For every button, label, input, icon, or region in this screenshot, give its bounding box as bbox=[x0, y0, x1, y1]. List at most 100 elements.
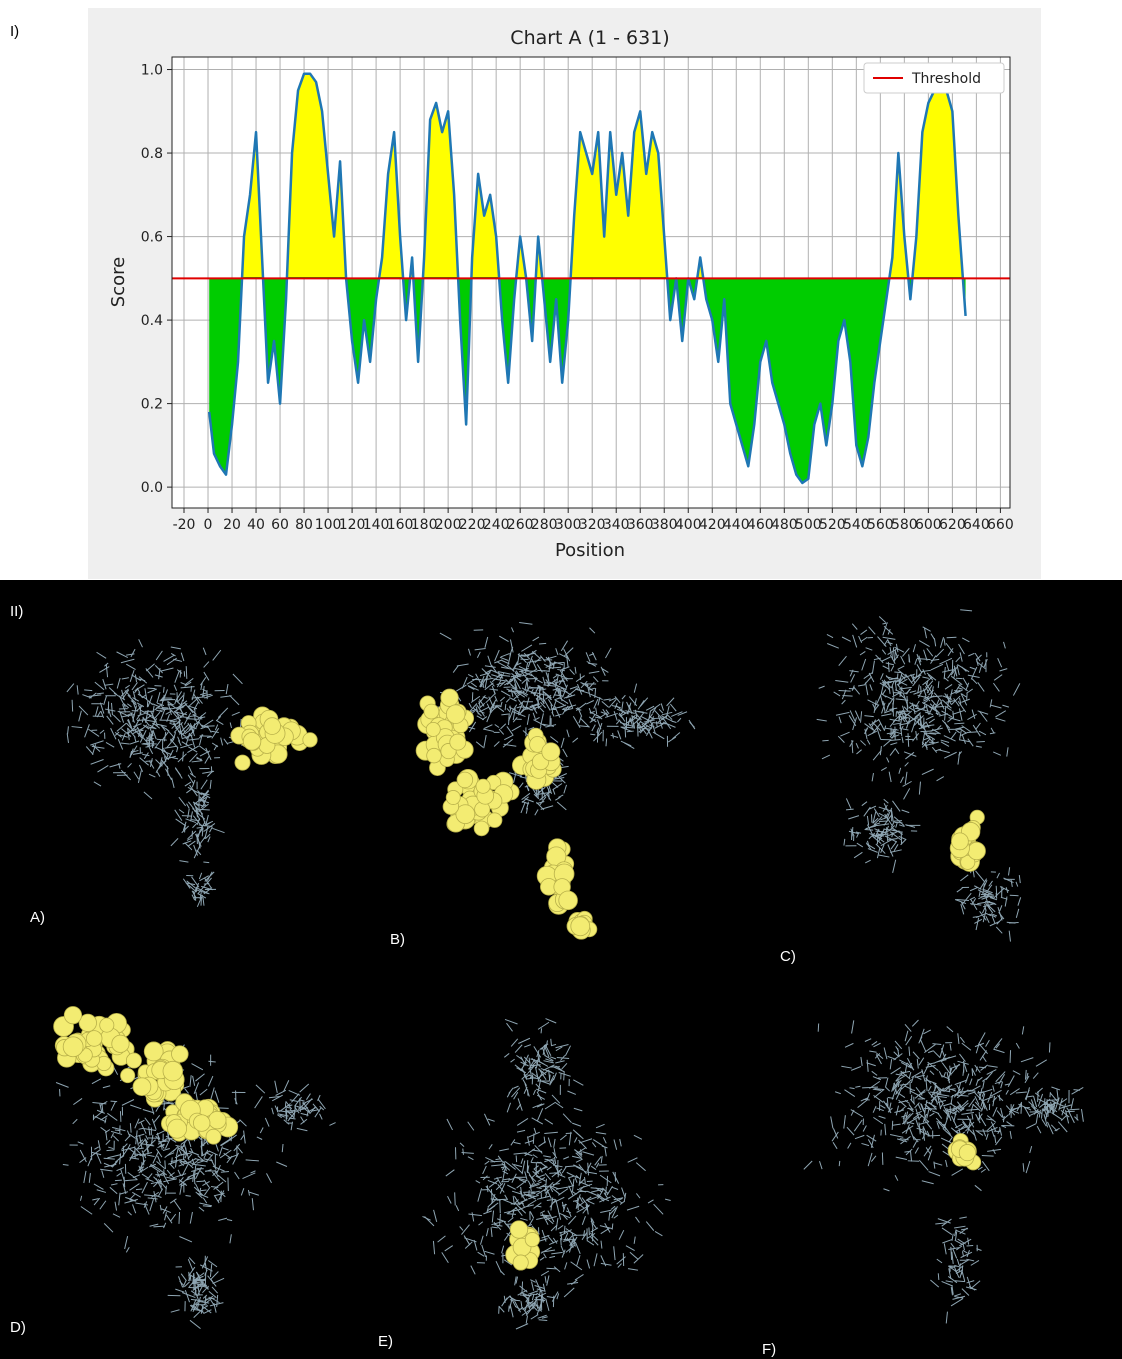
chart-title: Chart A (1 - 631) bbox=[510, 27, 669, 49]
highlight-atom bbox=[441, 689, 459, 707]
highlight-atom bbox=[64, 1006, 81, 1023]
y-tick-label: 0.8 bbox=[141, 146, 163, 162]
atom-bond bbox=[124, 1177, 125, 1187]
highlight-atom bbox=[208, 1111, 226, 1129]
atom-bond bbox=[205, 1272, 206, 1286]
y-tick-label: 0.2 bbox=[141, 397, 163, 413]
atom-bond bbox=[1021, 1103, 1022, 1114]
highlight-atom bbox=[163, 1061, 183, 1081]
atom-bond bbox=[191, 686, 192, 692]
atom-bond bbox=[204, 883, 209, 884]
x-tick-label: 20 bbox=[223, 517, 241, 533]
panel-label: A) bbox=[30, 909, 45, 926]
x-tick-label: 300 bbox=[555, 517, 582, 533]
x-tick-label: 600 bbox=[915, 517, 942, 533]
atom-bond bbox=[921, 686, 922, 693]
x-tick-label: 200 bbox=[435, 517, 462, 533]
panel-label: B) bbox=[390, 931, 405, 948]
atom-bond bbox=[551, 1039, 552, 1045]
atom-bond bbox=[180, 1161, 186, 1162]
x-tick-label: 400 bbox=[675, 517, 702, 533]
highlight-atom bbox=[476, 779, 490, 793]
x-tick-label: 140 bbox=[363, 517, 390, 533]
atom-bond bbox=[180, 670, 181, 678]
highlight-atom bbox=[121, 1068, 135, 1082]
x-tick-label: 540 bbox=[843, 517, 870, 533]
x-tick-label: 220 bbox=[459, 517, 486, 533]
atom-bond bbox=[887, 1098, 888, 1106]
atom-bond bbox=[537, 670, 545, 671]
highlight-atom bbox=[427, 748, 442, 763]
highlight-atom bbox=[63, 1037, 83, 1057]
x-tick-label: 440 bbox=[723, 517, 750, 533]
y-axis-label: Score bbox=[108, 257, 129, 307]
x-tick-label: 240 bbox=[483, 517, 510, 533]
highlight-atom bbox=[542, 743, 560, 761]
highlight-atom bbox=[126, 1053, 141, 1068]
x-tick-label: 620 bbox=[939, 517, 966, 533]
atom-bond bbox=[510, 706, 511, 711]
atom-bond bbox=[63, 1165, 69, 1166]
x-tick-label: 580 bbox=[891, 517, 918, 533]
atom-bond bbox=[879, 821, 888, 822]
atom-bond bbox=[894, 672, 901, 673]
highlight-atom bbox=[968, 842, 986, 860]
x-tick-label: 180 bbox=[411, 517, 438, 533]
atom-bond bbox=[982, 1156, 994, 1157]
x-tick-label: 0 bbox=[204, 517, 213, 533]
atom-bond bbox=[839, 1161, 840, 1166]
highlight-atom bbox=[206, 1129, 221, 1144]
highlight-atom bbox=[446, 705, 465, 724]
highlight-atom bbox=[112, 1035, 129, 1052]
atom-bond bbox=[455, 1192, 456, 1205]
atom-bond bbox=[186, 666, 187, 679]
atom-bond bbox=[928, 1135, 940, 1136]
highlight-atom bbox=[193, 1115, 210, 1132]
highlight-atom bbox=[513, 1255, 528, 1270]
atom-bond bbox=[182, 816, 192, 817]
panel-label: D) bbox=[10, 1319, 26, 1336]
atom-bond bbox=[564, 1226, 565, 1234]
atom-bond bbox=[979, 1067, 986, 1068]
highlight-atom bbox=[168, 1119, 187, 1138]
atom-bond bbox=[1038, 1091, 1039, 1102]
atom-bond bbox=[967, 693, 968, 699]
atom-bond bbox=[938, 681, 939, 688]
atom-bond bbox=[561, 1238, 562, 1245]
x-tick-label: 380 bbox=[651, 517, 678, 533]
panel-label: II) bbox=[10, 603, 23, 620]
atom-bond bbox=[967, 1245, 974, 1246]
x-tick-label: 640 bbox=[963, 517, 990, 533]
panel-label: I) bbox=[10, 23, 19, 40]
x-tick-label: 280 bbox=[531, 517, 558, 533]
highlight-atom bbox=[100, 1018, 114, 1032]
highlight-atom bbox=[171, 1046, 188, 1063]
atom-bond bbox=[463, 1149, 464, 1155]
atom-bond bbox=[627, 731, 634, 732]
atom-bond bbox=[505, 704, 506, 710]
highlight-atom bbox=[487, 813, 502, 828]
highlight-atom bbox=[424, 704, 439, 719]
x-tick-label: -20 bbox=[173, 517, 196, 533]
highlight-atom bbox=[133, 1078, 151, 1096]
panel-label: E) bbox=[378, 1333, 393, 1350]
highlight-atom bbox=[457, 772, 473, 788]
atom-bond bbox=[938, 1273, 939, 1280]
atom-bond bbox=[165, 1160, 166, 1169]
atom-bond bbox=[972, 1068, 973, 1076]
atom-bond bbox=[196, 1181, 204, 1182]
highlight-atom bbox=[959, 1144, 975, 1160]
atom-bond bbox=[549, 1173, 558, 1174]
atom-bond bbox=[72, 700, 73, 712]
atom-bond bbox=[865, 829, 874, 830]
x-tick-label: 520 bbox=[819, 517, 846, 533]
atom-bond bbox=[862, 1087, 873, 1088]
highlight-atom bbox=[446, 790, 460, 804]
atom-bond bbox=[920, 731, 932, 732]
atom-bond bbox=[522, 1282, 523, 1294]
y-tick-label: 0.6 bbox=[141, 230, 163, 246]
highlight-atom bbox=[243, 732, 261, 750]
atom-bond bbox=[163, 687, 164, 693]
atom-bond bbox=[203, 862, 209, 863]
